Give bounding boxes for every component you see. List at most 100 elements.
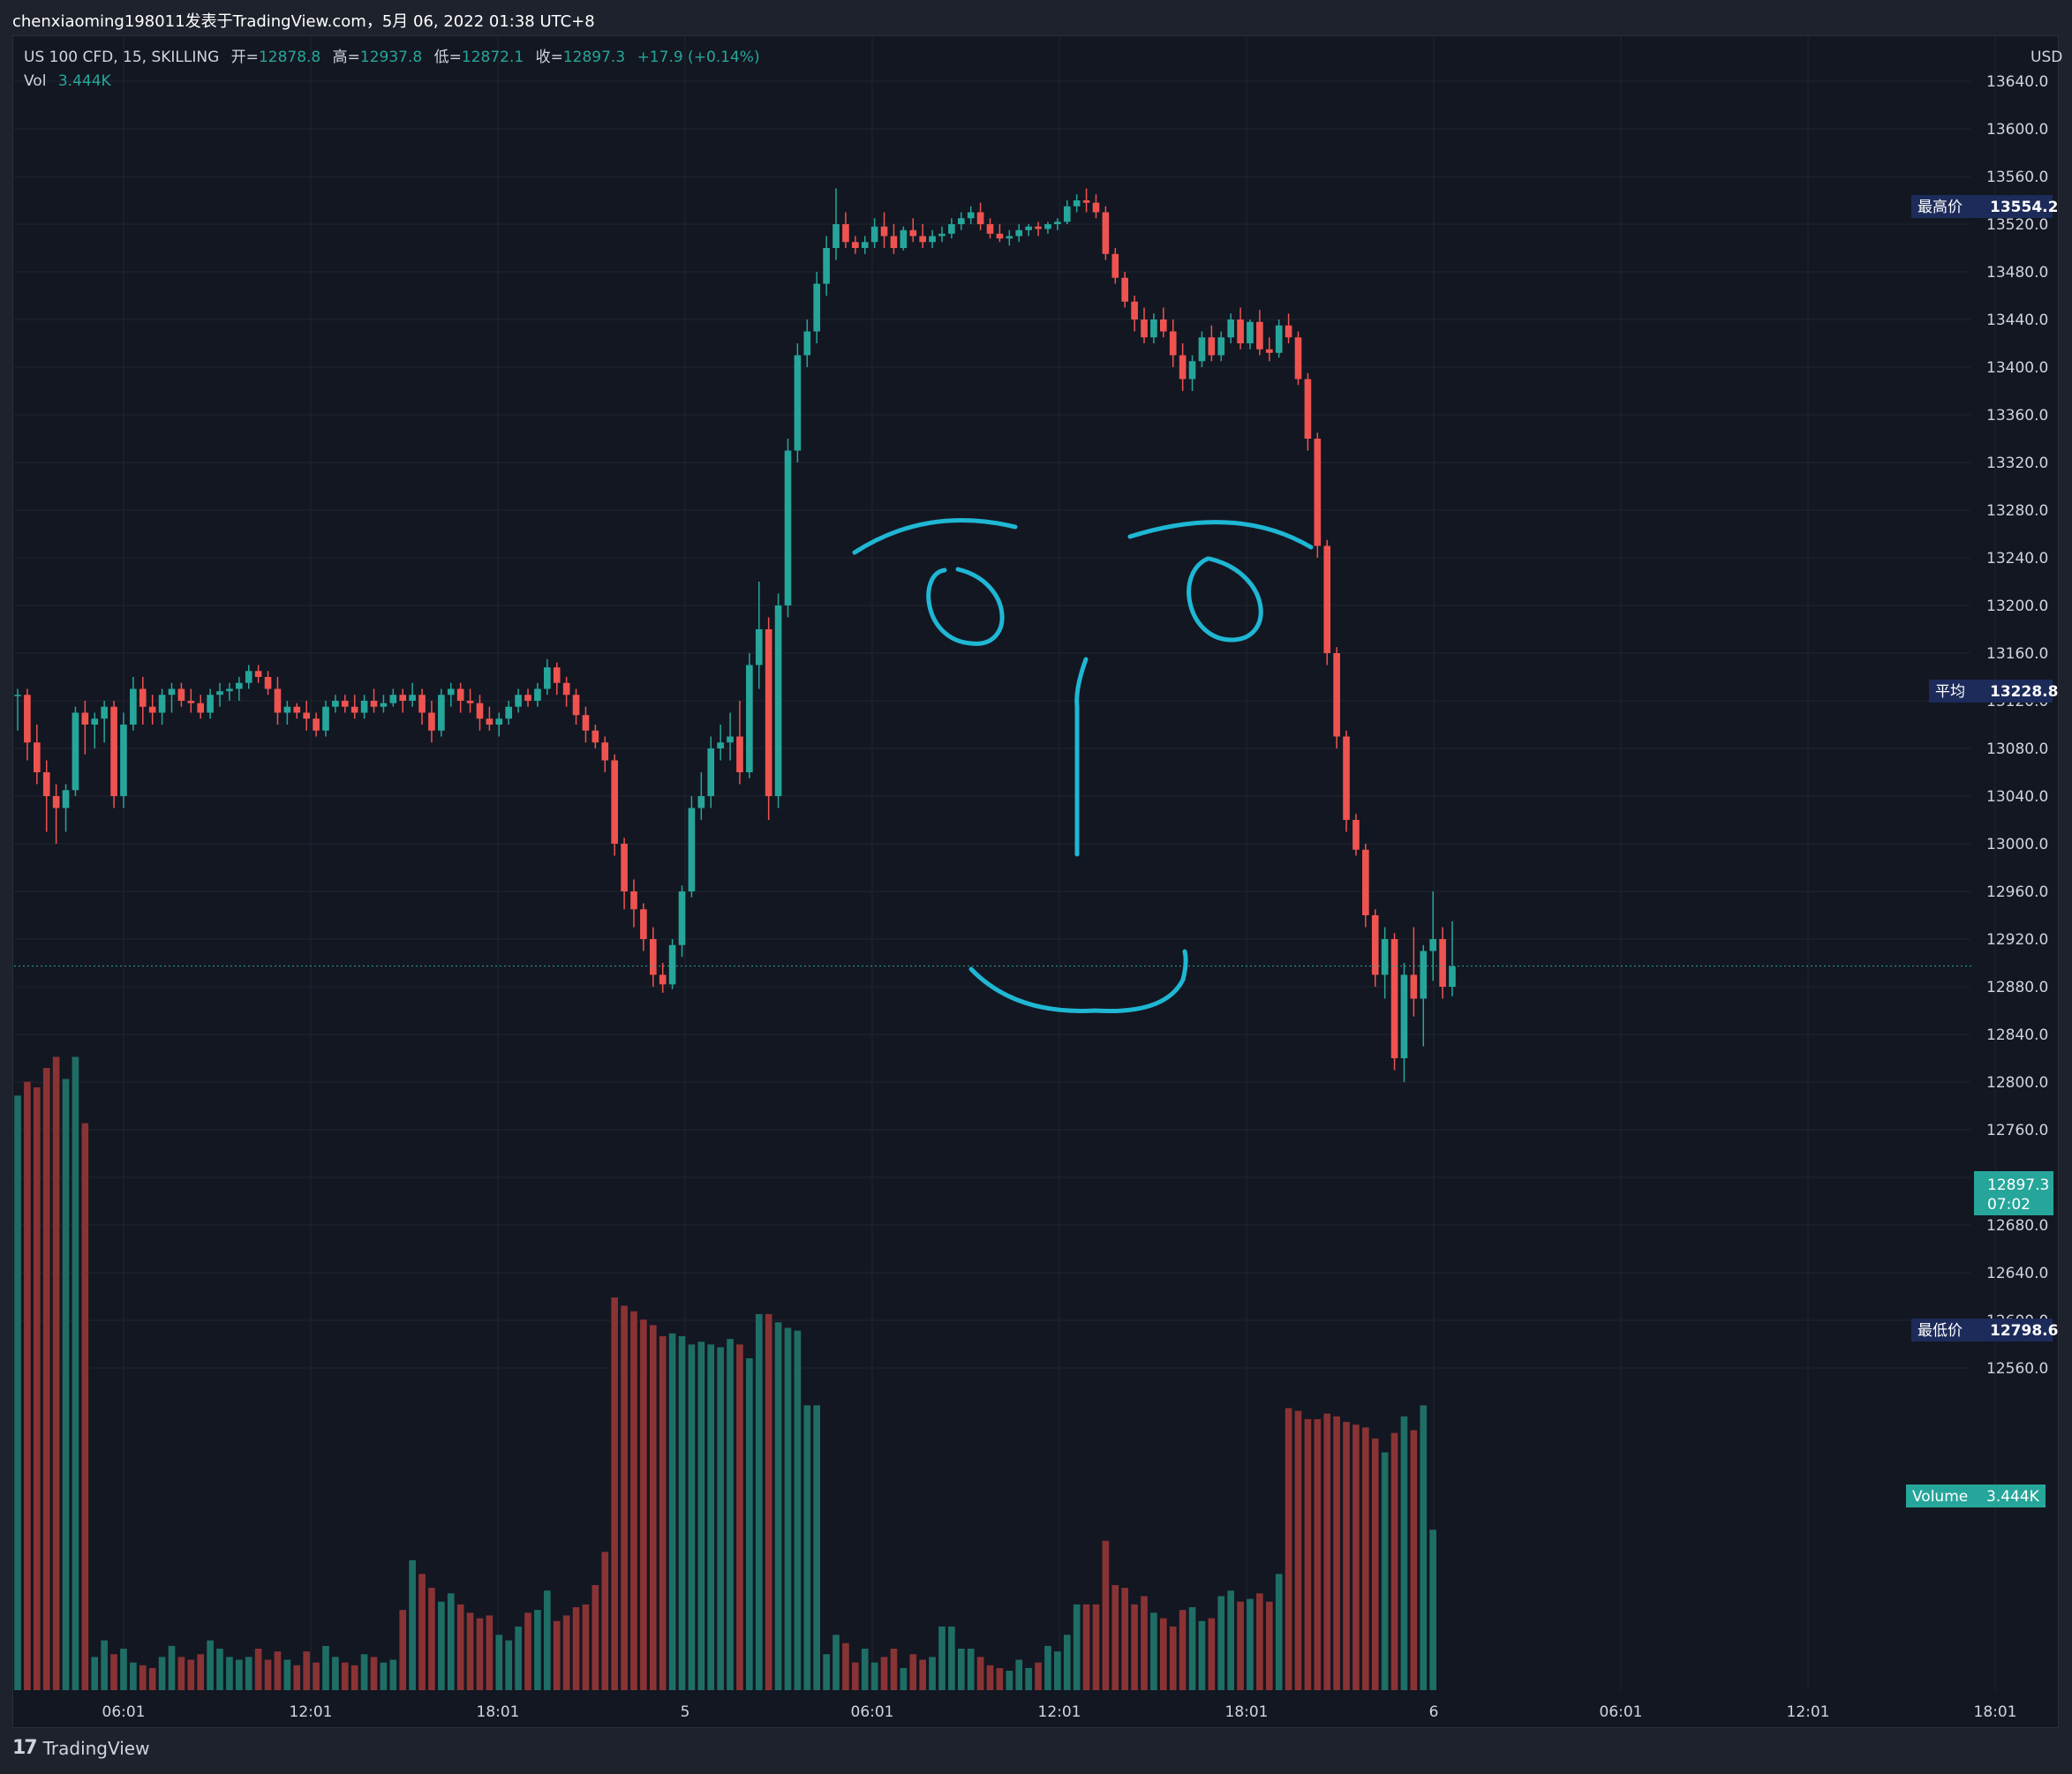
volume-bar (1102, 1540, 1110, 1690)
footer[interactable]: 17 TradingView (12, 1737, 149, 1759)
price-tick-label: 13600.0 (1986, 121, 2048, 139)
low-label: 低= (433, 49, 462, 66)
candle-body (1035, 226, 1042, 229)
candle-body (389, 695, 397, 703)
volume-bar (544, 1590, 551, 1690)
candle-body (909, 229, 917, 237)
tradingview-logo-icon: 17 (12, 1737, 38, 1759)
volume-bars (14, 1056, 1437, 1690)
volume-bar (389, 1659, 397, 1690)
price-tick-label: 13560.0 (1986, 169, 2048, 186)
volume-bar (447, 1593, 455, 1690)
volume-bar (1314, 1418, 1322, 1690)
volume-bar (380, 1662, 388, 1690)
candle-body (1198, 337, 1206, 362)
volume-bar (1092, 1604, 1100, 1690)
low-marker-label: 最低价 (1918, 1322, 1963, 1340)
volume-bar (1073, 1604, 1081, 1690)
candle-body (1323, 545, 1331, 653)
candle-body (264, 677, 272, 689)
candle-body (505, 706, 513, 719)
volume-bar (1323, 1413, 1331, 1690)
average-marker: 平均 13228.8 (1929, 680, 2058, 703)
volume-bar (360, 1654, 368, 1690)
symbol-name[interactable]: US 100 CFD, 15, SKILLING (24, 49, 220, 66)
volume-bar (1304, 1418, 1312, 1690)
mouth (968, 949, 1188, 1014)
price-tick-label: 12680.0 (1986, 1217, 2048, 1235)
candle-body (101, 706, 108, 719)
candle-body (668, 944, 676, 985)
volume-bar (216, 1649, 223, 1690)
price-tick-label: 13040.0 (1986, 788, 2048, 806)
volume-bar (1237, 1601, 1244, 1690)
volume-bar (110, 1654, 117, 1690)
candle-body (303, 712, 310, 719)
legend-line-2: Vol 3.444K (24, 70, 767, 94)
volume-bar (640, 1319, 647, 1690)
volume-bar (120, 1649, 127, 1690)
price-tick-label: 13400.0 (1986, 359, 2048, 377)
candle-body (1439, 939, 1446, 987)
candle-body (236, 682, 243, 689)
volume-bar (707, 1344, 715, 1690)
candle-body (1015, 229, 1023, 237)
candle-body (486, 718, 494, 725)
volume-bar (515, 1626, 522, 1690)
chart-frame[interactable] (12, 35, 2059, 1728)
candle-body (929, 236, 936, 243)
candle-body (957, 218, 965, 224)
price-tick-label: 12800.0 (1986, 1074, 2048, 1092)
volume-bar (717, 1347, 724, 1690)
price-tick-label: 12920.0 (1986, 931, 2048, 949)
volume-bar (130, 1662, 137, 1690)
candle-body (534, 688, 541, 701)
close-value: 12897.3 (562, 49, 626, 66)
average-marker-value: 13228.8 (1990, 683, 2058, 701)
candle-body (1169, 331, 1177, 356)
price-tick-label: 13440.0 (1986, 312, 2048, 329)
volume-bar (1179, 1610, 1187, 1690)
candle-body (727, 736, 734, 743)
candle-body (852, 242, 859, 248)
high-marker-label: 最高价 (1918, 199, 1963, 216)
price-tick-label: 12560.0 (1986, 1360, 2048, 1378)
volume-bar (236, 1659, 243, 1690)
candle-body (1227, 319, 1234, 338)
volume-bar (1208, 1618, 1216, 1690)
volume-bar (727, 1339, 734, 1690)
volume-bar (553, 1620, 561, 1690)
candle-body (110, 706, 117, 796)
volume-bar (274, 1651, 282, 1690)
volume-bar (668, 1333, 676, 1690)
candle-body (890, 236, 898, 248)
candle-body (967, 212, 975, 219)
currency-label[interactable]: USD (2031, 49, 2062, 66)
candle-body (621, 844, 628, 891)
candle-body (332, 701, 339, 707)
volume-bar (456, 1604, 464, 1690)
volume-bar (852, 1662, 859, 1690)
candle-body (697, 796, 705, 808)
volume-bar (688, 1344, 696, 1690)
volume-bar (649, 1325, 657, 1690)
candle-body (774, 605, 782, 796)
volume-bar (322, 1645, 329, 1690)
volume-marker-value: 3.444K (1986, 1488, 2040, 1506)
volume-bar (148, 1667, 156, 1690)
volume-bar (861, 1649, 869, 1690)
volume-bar (870, 1662, 878, 1690)
vol-label[interactable]: Vol (24, 72, 47, 90)
candle-body (659, 974, 667, 985)
volume-bar (1247, 1598, 1254, 1690)
volume-bar (101, 1640, 108, 1690)
candle-body (1025, 226, 1032, 230)
volume-bar (1198, 1620, 1206, 1690)
candle-body (418, 695, 426, 713)
candle-body (1247, 321, 1254, 343)
candle-body (476, 703, 484, 719)
volume-bar (1160, 1618, 1167, 1690)
candle-body (833, 224, 840, 248)
volume-bar (466, 1612, 474, 1690)
